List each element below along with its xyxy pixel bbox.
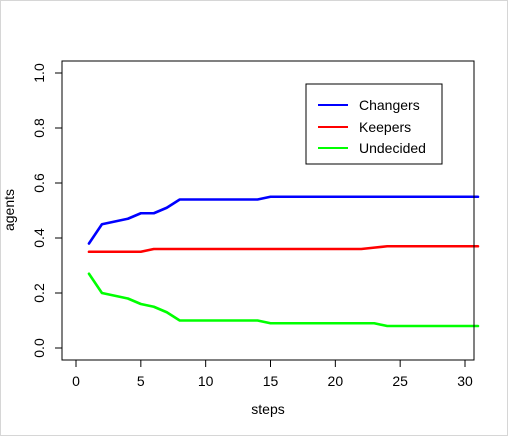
legend-label-changers: Changers: [359, 97, 420, 113]
x-axis-label: steps: [251, 401, 284, 417]
x-tick-label: 25: [392, 373, 408, 389]
legend-label-keepers: Keepers: [359, 119, 411, 135]
x-axis: 0 5 10 15 20 25 30: [72, 359, 473, 389]
legend-label-undecided: Undecided: [359, 140, 426, 156]
y-axis-label: agents: [1, 189, 17, 231]
x-tick-label: 20: [328, 373, 344, 389]
legend: Changers Keepers Undecided: [305, 83, 443, 165]
y-tick-label: 0.8: [31, 118, 47, 138]
x-tick-label: 30: [457, 373, 473, 389]
y-tick-label: 0.2: [31, 283, 47, 303]
y-tick-label: 0.0: [31, 338, 47, 358]
x-tick-label: 5: [137, 373, 145, 389]
series-line-changers: [87, 195, 480, 245]
plot-layer: [87, 195, 480, 328]
series-line-undecided: [87, 272, 480, 328]
legend-box: [305, 83, 443, 165]
y-tick-label: 1.0: [31, 63, 47, 83]
y-tick-label: 0.6: [31, 173, 47, 193]
x-tick-label: 0: [72, 373, 80, 389]
x-tick-label: 15: [263, 373, 279, 389]
series-line-keepers: [87, 244, 480, 254]
y-axis: 0.0 0.2 0.4 0.6 0.8 1.0: [31, 63, 63, 358]
y-tick-label: 0.4: [31, 228, 47, 248]
x-tick-label: 10: [198, 373, 214, 389]
